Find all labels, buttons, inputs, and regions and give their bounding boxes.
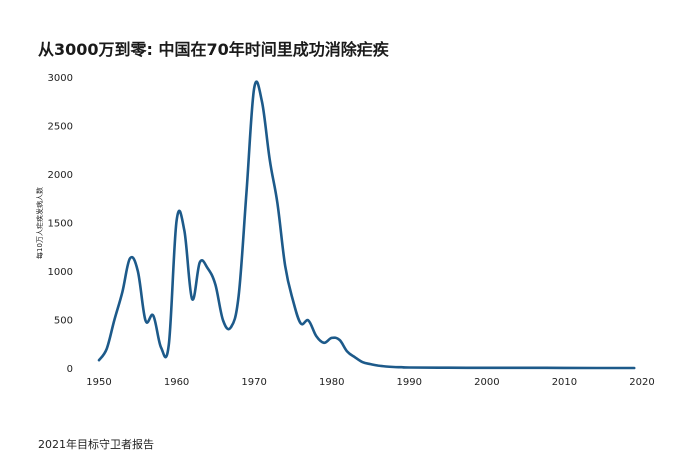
y-tick-label: 3000: [48, 73, 73, 84]
x-tick-label: 1950: [86, 377, 111, 388]
y-axis-label: 每10万人疟疾发病人数: [35, 187, 44, 259]
x-axis-ticks: 1950 1960 1970 1980 1990 2000 2010 2020: [86, 377, 654, 388]
x-tick-label: 1980: [319, 377, 344, 388]
x-tick-label: 1970: [241, 377, 266, 388]
y-tick-label: 500: [54, 316, 73, 327]
x-tick-label: 1990: [397, 377, 422, 388]
x-tick-label: 2000: [474, 377, 499, 388]
y-tick-label: 0: [67, 364, 73, 375]
y-tick-label: 1500: [48, 219, 73, 230]
y-axis-ticks: 0 500 1000 1500 2000 2500 3000: [48, 73, 73, 375]
y-tick-label: 2500: [48, 122, 73, 133]
x-tick-label: 2010: [552, 377, 577, 388]
x-tick-label: 1960: [164, 377, 189, 388]
series-line: [97, 80, 636, 370]
y-tick-label: 1000: [48, 267, 73, 278]
x-tick-label: 2020: [629, 377, 654, 388]
source-note: 2021年目标守卫者报告: [38, 438, 154, 451]
chart-title: 从3000万到零: 中国在70年时间里成功消除疟疾: [38, 40, 389, 59]
y-tick-label: 2000: [48, 170, 73, 181]
